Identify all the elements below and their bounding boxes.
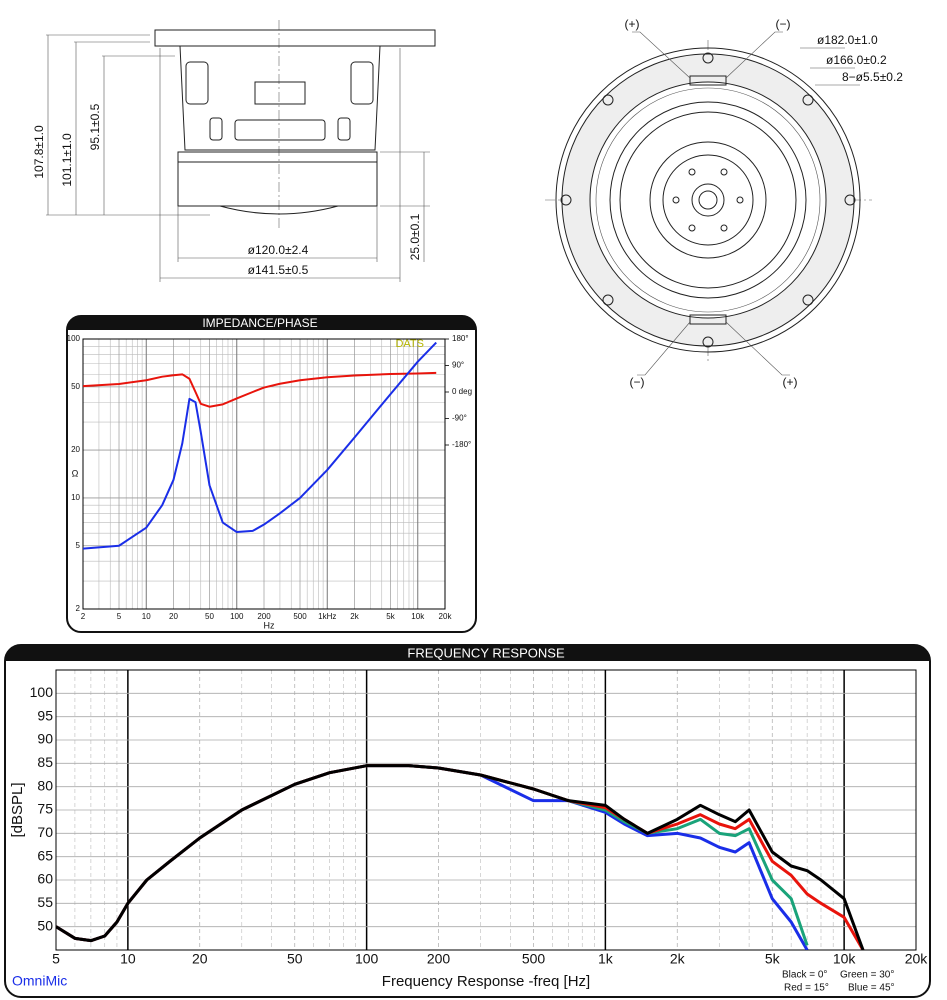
x-tick-label: 20 [169, 612, 178, 621]
y-tick-label: 50 [37, 917, 53, 933]
x-tick-label: 50 [287, 951, 303, 967]
y2-tick-label: -90° [452, 414, 467, 423]
x-tick-label: 1kHz [318, 612, 336, 621]
y-tick-label: 60 [37, 871, 53, 887]
y-tick-label: 65 [37, 847, 53, 863]
series-line [83, 341, 437, 550]
x-tick-label: 10k [833, 951, 857, 967]
dimension: 25.0±0.1 [408, 213, 422, 260]
x-tick-label: 20k [905, 951, 929, 967]
y-axis-label: [dBSPL] [9, 782, 26, 837]
x-tick-label: 50 [205, 612, 214, 621]
x-tick-label: 2k [670, 951, 686, 967]
x-axis-label: Frequency Response -freq [Hz] [382, 973, 590, 990]
dimension: ø120.0±2.4 [248, 243, 309, 257]
chart-title: FREQUENCY RESPONSE [407, 645, 565, 660]
legend-entry: Green = 30° [840, 970, 894, 981]
y2-tick-label: 180° [452, 334, 469, 343]
y-tick-label: 55 [37, 894, 53, 910]
front-view: (+) (−) (−) (+) ø182.0±1.0 ø166.0±0.2 8−… [545, 17, 903, 389]
y2-tick-label: -180° [452, 440, 471, 449]
x-tick-label: 5 [52, 951, 60, 967]
x-tick-label: 200 [257, 612, 271, 621]
y-tick-label: 75 [37, 801, 53, 817]
dimension: 101.1±1.0 [60, 133, 74, 187]
x-tick-label: 500 [293, 612, 307, 621]
y2-tick-label: 0 deg [452, 387, 472, 396]
terminal-label: (+) [625, 17, 640, 31]
y-tick-label: 100 [67, 334, 81, 343]
y-tick-label: 90 [37, 731, 53, 747]
dimension: 95.1±0.5 [88, 103, 102, 150]
x-tick-label: 20k [439, 612, 453, 621]
dimension: ø182.0±1.0 [817, 33, 878, 47]
y-tick-label: 20 [71, 445, 80, 454]
x-tick-label: 5k [386, 612, 395, 621]
x-tick-label: 10 [142, 612, 151, 621]
x-tick-label: 500 [522, 951, 546, 967]
plot-frame [82, 338, 446, 610]
terminal-label: (+) [783, 375, 798, 389]
x-tick-label: 10 [120, 951, 136, 967]
legend-entry: Black = 0° [782, 970, 827, 981]
dimension: 107.8±1.0 [32, 125, 46, 179]
title-bar [5, 645, 930, 661]
series-line [83, 371, 437, 408]
plot-frame [55, 669, 917, 951]
x-tick-label: 2k [350, 612, 359, 621]
legend-entry: Red = 15° [784, 983, 829, 994]
terminal-label: (−) [776, 17, 791, 31]
x-tick-label: 10k [411, 612, 425, 621]
x-tick-label: 100 [230, 612, 244, 621]
dimension: ø166.0±0.2 [826, 53, 887, 67]
y-tick-label: 100 [30, 684, 54, 700]
legend-entry: Blue = 45° [848, 983, 895, 994]
title-bar [67, 316, 476, 330]
side-view: 107.8±1.0 101.1±1.0 95.1±0.5 25.0±0.1 ø1… [32, 20, 436, 282]
x-tick-label: 5 [117, 612, 122, 621]
chart-title: IMPEDANCE/PHASE [202, 316, 317, 330]
annotation: DATS [395, 338, 424, 350]
x-tick-label: 2 [81, 612, 86, 621]
y2-tick-label: 90° [452, 361, 464, 370]
dimension: 8−ø5.5±0.2 [842, 70, 903, 84]
x-axis-label: Hz [264, 620, 275, 630]
y-tick-label: 50 [71, 382, 80, 391]
y-tick-label: 2 [76, 604, 81, 613]
y-axis-label: Ω [72, 468, 79, 478]
x-tick-label: 100 [355, 951, 379, 967]
series-line [56, 764, 865, 950]
y-tick-label: 95 [37, 707, 53, 723]
y-tick-label: 85 [37, 754, 53, 770]
terminal-label: (−) [630, 375, 645, 389]
x-tick-label: 20 [192, 951, 208, 967]
y-tick-label: 80 [37, 777, 53, 793]
y-tick-label: 5 [76, 541, 81, 550]
y-tick-label: 70 [37, 824, 53, 840]
x-tick-label: 200 [427, 951, 451, 967]
dimension: ø141.5±0.5 [248, 263, 309, 277]
y-tick-label: 10 [71, 493, 80, 502]
x-tick-label: 1k [598, 951, 614, 967]
x-tick-label: 5k [765, 951, 781, 967]
annotation: OmniMic [12, 973, 67, 989]
